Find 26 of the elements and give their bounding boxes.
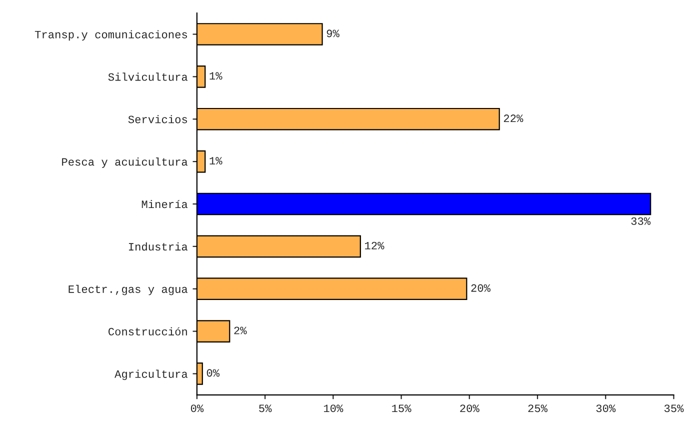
y-tick-label: Agricultura [114, 370, 188, 380]
data-label: 20% [471, 284, 490, 292]
x-tick-label: 15% [392, 404, 412, 412]
x-tick-label: 35% [664, 404, 684, 412]
x-tick-label: 5% [259, 404, 272, 412]
y-tick-label: Construcción [108, 327, 187, 336]
data-label: 12% [365, 242, 384, 250]
y-tick-label: Transp.y comunicaciones [34, 30, 187, 41]
y-tick-label: Servicios [128, 115, 187, 124]
data-label: 1% [210, 72, 222, 80]
data-label: 2% [234, 326, 247, 334]
data-label: 22% [504, 114, 524, 122]
data-label: 0% [206, 369, 220, 377]
y-tick-label: Electr.,gas y agua [68, 284, 188, 296]
y-tick-label: Minería [142, 200, 188, 208]
data-label: 33% [631, 217, 651, 225]
y-tick-label: Pesca y acuicultura [62, 158, 188, 168]
x-tick-label: 30% [596, 404, 616, 412]
y-tick-label: Industria [128, 242, 188, 251]
x-tick-label: 25% [528, 404, 548, 412]
x-tick-label: 10% [324, 404, 344, 412]
data-label: 9% [326, 30, 340, 38]
x-tick-label: 20% [460, 404, 480, 412]
y-tick-label: Silvicultura [108, 72, 188, 81]
data-label: 1% [210, 157, 222, 164]
x-tick-label: 0% [190, 404, 204, 412]
